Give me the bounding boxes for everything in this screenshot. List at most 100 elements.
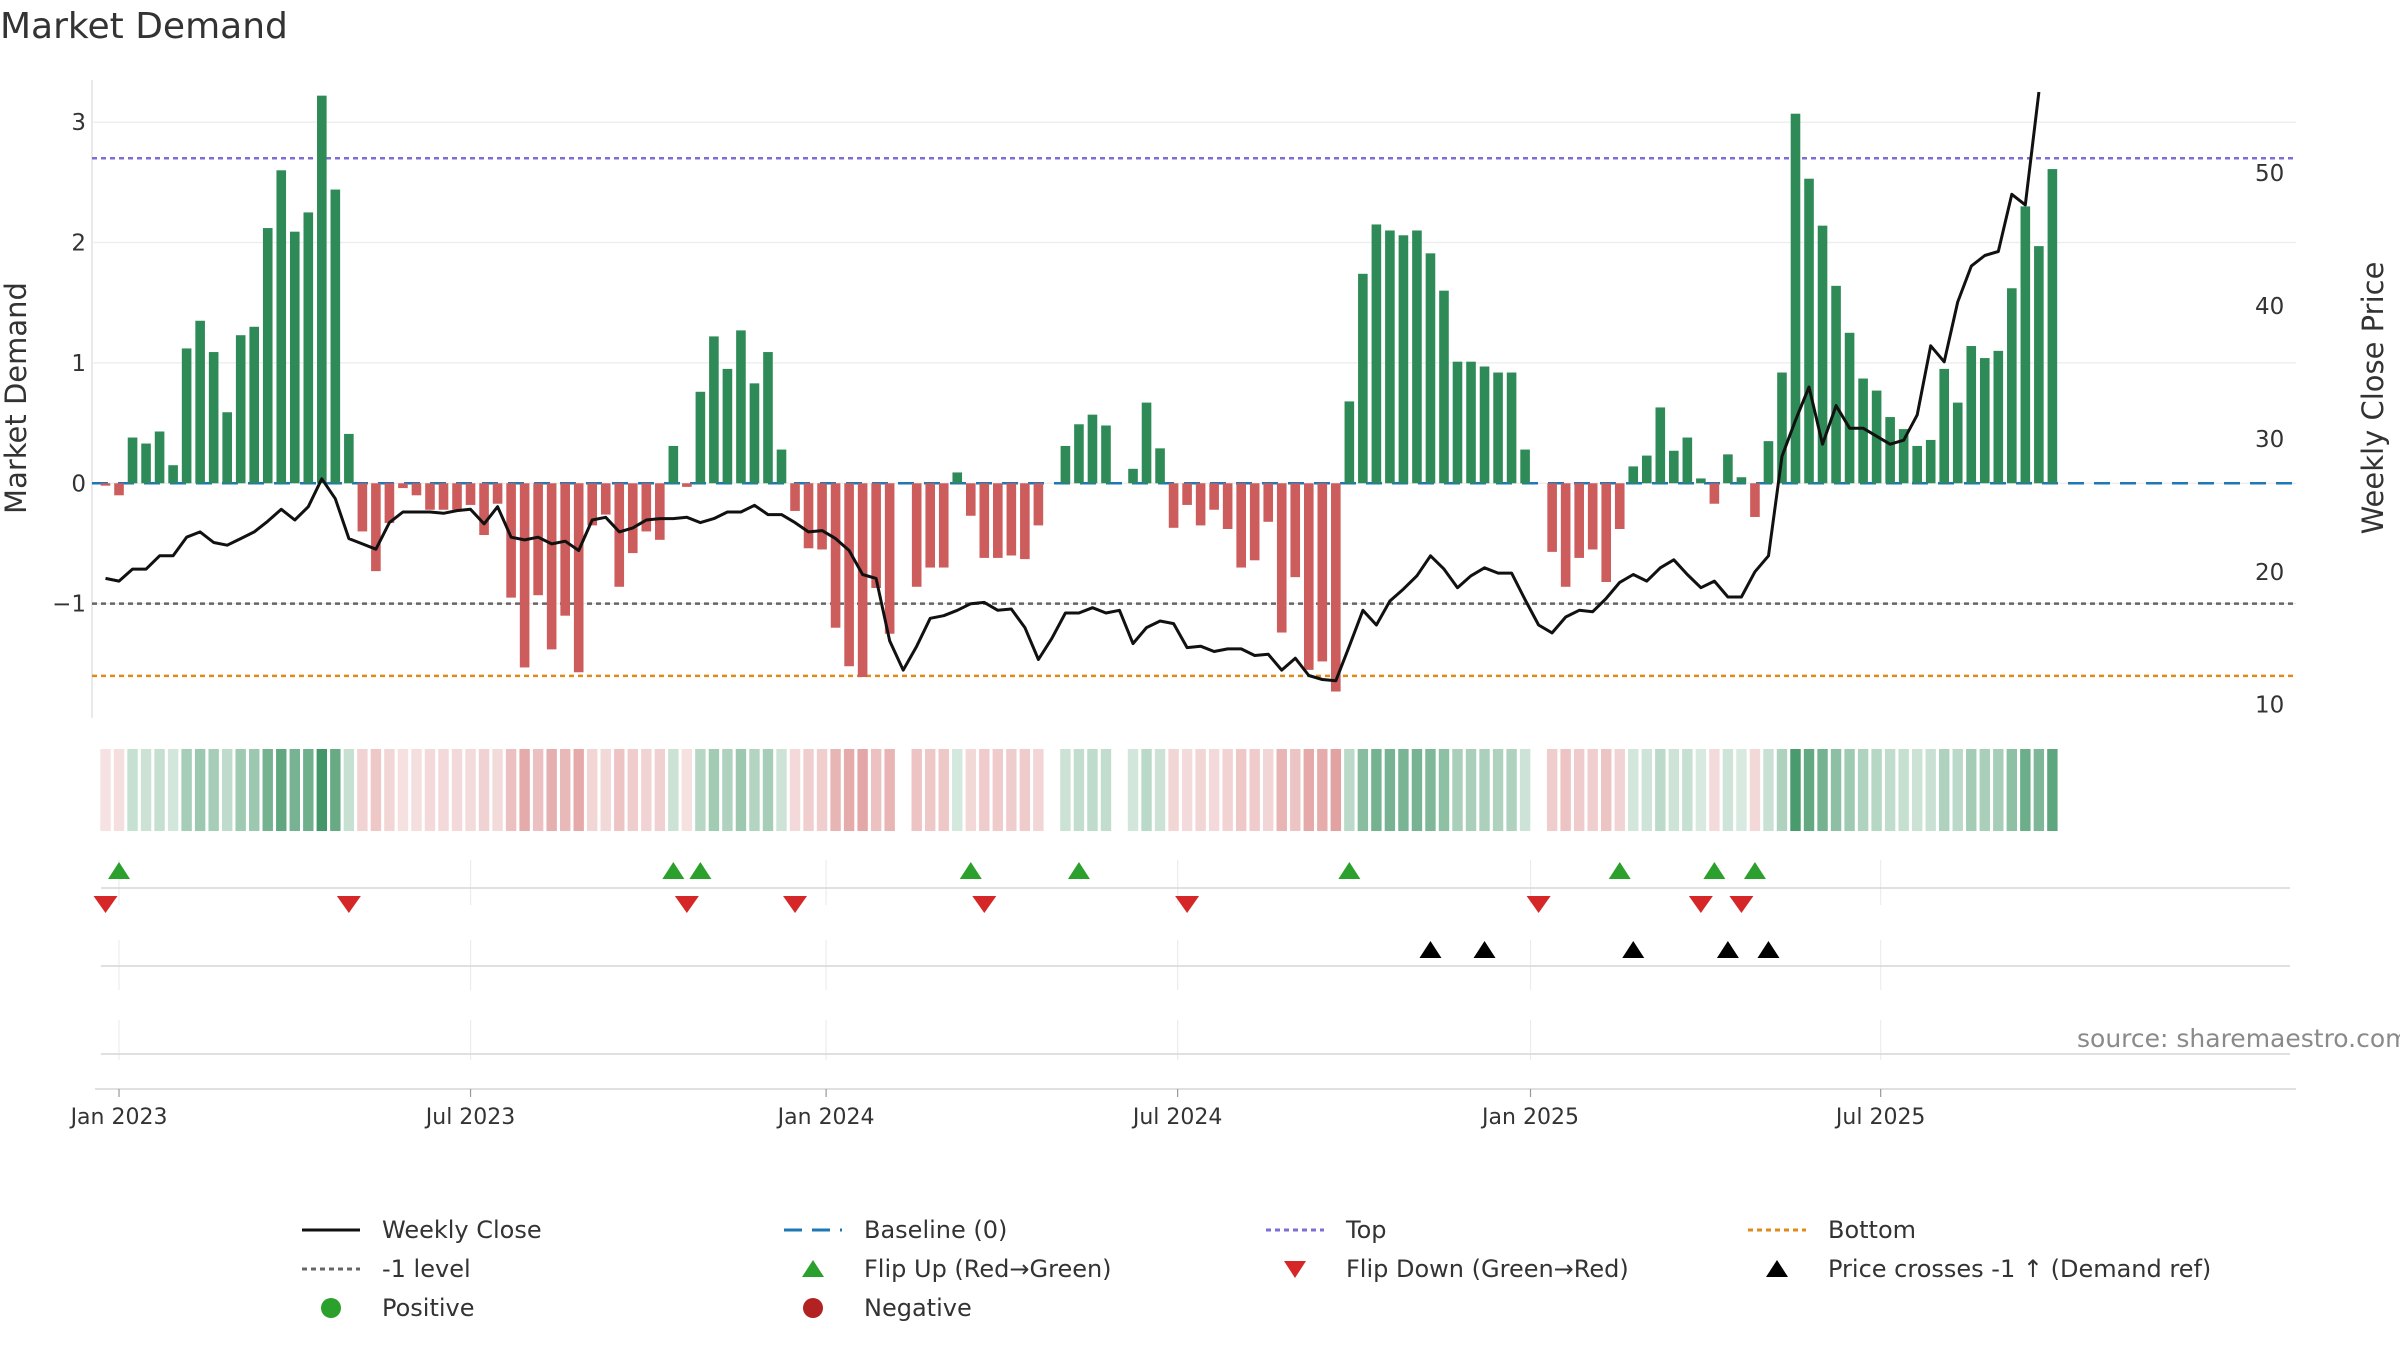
heat-cell (1655, 749, 1666, 831)
flip-up-icon (782, 1254, 844, 1284)
legend-dot-swatch (1746, 1215, 1808, 1245)
heat-cell (1560, 749, 1571, 831)
demand-bar (1912, 445, 1922, 484)
heat-cell (1790, 749, 1801, 831)
flip-down-marker (674, 896, 699, 913)
demand-bar (1547, 483, 1557, 552)
heat-cell (789, 749, 801, 831)
x-tick-label: Jul 2023 (424, 1105, 516, 1130)
demand-bar (2034, 246, 2044, 484)
legend-label: Top (1346, 1216, 1387, 1244)
demand-bar (141, 443, 151, 484)
price-cross-marker (1419, 941, 1442, 958)
heat-cell (289, 749, 300, 831)
demand-bar (1466, 361, 1476, 484)
demand-bar (965, 483, 976, 516)
demand-bar (1898, 429, 1909, 484)
demand-bar (1398, 235, 1409, 484)
heat-cell (465, 749, 476, 831)
legend-flip-down: Flip Down (Green→Red) (1264, 1254, 1629, 1284)
reference-lines (92, 156, 2296, 678)
heat-cell (1993, 749, 2004, 831)
flip-up-marker (1608, 862, 1631, 879)
demand-bar (1614, 483, 1625, 530)
demand-bar (830, 483, 841, 628)
heat-cell (1952, 749, 1963, 831)
heat-cell (614, 749, 625, 831)
demand-bar (1696, 478, 1706, 484)
demand-bar (492, 483, 503, 504)
heat-cell (803, 749, 814, 831)
demand-bar (289, 231, 300, 484)
heat-cell (843, 749, 855, 831)
demand-bar (371, 483, 381, 572)
y-axis-title: Market Demand (0, 282, 33, 514)
demand-bar (1723, 454, 1733, 484)
demand-bar (2047, 169, 2058, 484)
heat-cell (1087, 749, 1098, 831)
demand-bar (776, 449, 787, 484)
y-tick-label: −1 (52, 592, 86, 618)
heat-cell (641, 749, 652, 831)
demand-bar (222, 412, 232, 484)
demand-bar (884, 483, 895, 634)
demand-bar (262, 228, 273, 484)
demand-bar (235, 335, 246, 484)
y-tick-label: 3 (71, 110, 86, 136)
legend-positive: Positive (300, 1293, 475, 1323)
heat-cell (627, 749, 638, 831)
flip-up-marker (689, 862, 712, 879)
heat-cell (1506, 749, 1517, 831)
heat-cell (249, 749, 260, 831)
demand-bar (181, 348, 192, 484)
heat-cell (532, 749, 544, 831)
demand-bar (1560, 483, 1571, 587)
demand-bar (1479, 366, 1490, 484)
demand-bar (249, 326, 260, 484)
heat-cell (1925, 749, 1936, 831)
demand-bar (1966, 346, 1977, 484)
x-tick-label: Jul 2024 (1131, 1105, 1223, 1130)
flip-down-marker (1688, 896, 1713, 913)
demand-bar (587, 483, 598, 526)
legend-weekly-close: Weekly Close (300, 1215, 542, 1245)
legend-label: -1 level (382, 1255, 471, 1283)
heat-cell (1033, 749, 1044, 831)
y2-tick-label: 40 (2255, 294, 2284, 320)
legend-label: Price crosses -1 ↑ (Demand ref) (1828, 1255, 2212, 1283)
heat-cell (519, 749, 530, 831)
demand-bar (1601, 483, 1612, 582)
demand-bar (1844, 332, 1855, 484)
legend-line-swatch (300, 1215, 362, 1245)
heat-cell (1979, 749, 1990, 831)
legend-negative: Negative (782, 1293, 972, 1323)
heat-cell (735, 749, 747, 831)
heat-cell (113, 749, 125, 831)
demand-bar (276, 170, 287, 484)
legend-dot-swatch (1264, 1215, 1326, 1245)
demand-bar (668, 445, 679, 484)
heat-cell (221, 749, 233, 831)
heat-cell (194, 749, 206, 831)
demand-bar (1033, 483, 1044, 526)
demand-bar (127, 437, 138, 484)
demand-bar (1249, 483, 1260, 561)
price-line-layer (105, 91, 2041, 683)
heat-cell (1911, 749, 1923, 831)
price-cross-marker (1757, 941, 1780, 958)
flip-down-marker (336, 896, 361, 913)
heat-cell (438, 749, 449, 831)
demand-bar (803, 483, 814, 549)
heat-cell (911, 749, 922, 831)
y-tick-label: 2 (71, 231, 86, 257)
heat-cell (816, 749, 828, 831)
heat-cell (100, 749, 111, 831)
flip-up-marker (1743, 862, 1766, 879)
signal-lanes (95, 860, 2296, 1090)
flip-down-marker (783, 896, 808, 913)
demand-bar (195, 320, 205, 484)
legend-bottom: Bottom (1746, 1215, 1916, 1245)
legend-label: Bottom (1828, 1216, 1917, 1244)
heat-cell (654, 749, 666, 831)
demand-bar (114, 483, 124, 496)
